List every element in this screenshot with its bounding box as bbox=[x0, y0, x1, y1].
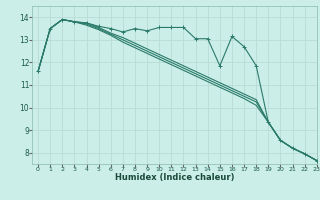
X-axis label: Humidex (Indice chaleur): Humidex (Indice chaleur) bbox=[115, 173, 234, 182]
